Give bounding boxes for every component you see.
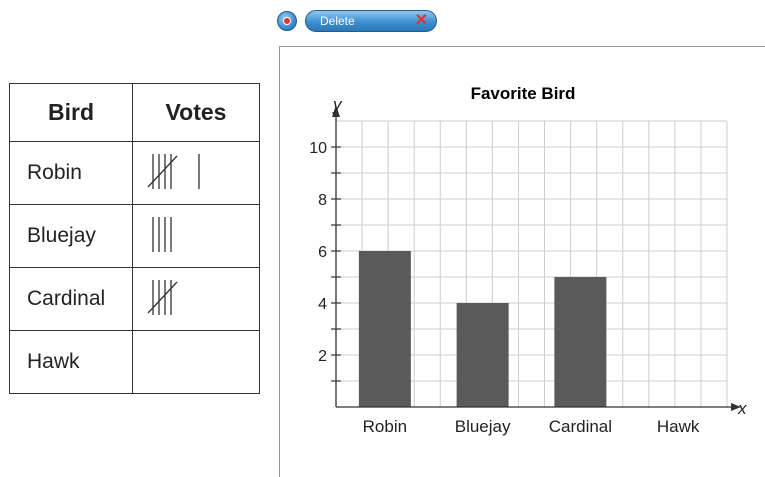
bar-chart: Favorite Bird Robin Bluejay Cardinal Hawk 2 4… bbox=[309, 84, 747, 436]
y-axis-arrow bbox=[332, 105, 340, 117]
bar-cardinal bbox=[554, 277, 607, 407]
chart-title: Favorite Bird bbox=[471, 84, 576, 103]
y-tick-label: 8 bbox=[318, 192, 327, 209]
votes-table: Bird Votes Robin Bluejay Cardinal Hawk bbox=[9, 83, 260, 394]
y-tick-label: 2 bbox=[318, 348, 327, 365]
tally-marks bbox=[133, 331, 259, 388]
x-tick-label: Cardinal bbox=[549, 417, 612, 436]
pin-dot bbox=[283, 17, 291, 25]
bird-name: Robin bbox=[9, 141, 133, 205]
chart-frame bbox=[279, 46, 765, 477]
y-tick-label: 4 bbox=[318, 296, 327, 313]
bird-name: Cardinal bbox=[9, 267, 133, 331]
tally-slash bbox=[147, 281, 178, 314]
table-row: Hawk bbox=[9, 330, 260, 394]
header-bird: Bird bbox=[9, 83, 133, 142]
table-row: Robin bbox=[9, 141, 260, 205]
chart-labels: Robin Bluejay Cardinal Hawk 2 4 6 8 10 y x bbox=[309, 95, 747, 436]
chart-axes bbox=[331, 105, 741, 411]
close-icon[interactable]: ✕ bbox=[414, 12, 428, 29]
x-tick-label: Bluejay bbox=[455, 417, 511, 436]
table-header-row: Bird Votes bbox=[9, 83, 260, 142]
tally-marks bbox=[147, 280, 178, 315]
tally-cell bbox=[132, 330, 260, 394]
table-row: Cardinal bbox=[9, 267, 260, 331]
x-tick-label: Hawk bbox=[657, 417, 700, 436]
tally-cell bbox=[132, 267, 260, 331]
pin-tool-icon[interactable] bbox=[277, 11, 297, 31]
x-axis-label: x bbox=[737, 399, 747, 418]
bird-name: Hawk bbox=[9, 330, 133, 394]
bird-name: Bluejay bbox=[9, 204, 133, 268]
tally-cell bbox=[132, 141, 260, 205]
bar-robin bbox=[358, 251, 411, 407]
x-tick-label: Robin bbox=[363, 417, 407, 436]
tally-slash bbox=[147, 155, 178, 188]
y-tick-label: 6 bbox=[318, 244, 327, 261]
delete-button-label: Delete bbox=[320, 14, 355, 28]
y-tick-label: 10 bbox=[309, 140, 327, 157]
tally-marks bbox=[152, 217, 172, 252]
delete-button[interactable]: Delete ✕ bbox=[305, 10, 437, 32]
tally-marks bbox=[147, 154, 200, 189]
chart-bars bbox=[358, 251, 607, 407]
x-axis-arrow bbox=[731, 403, 741, 411]
table-row: Bluejay bbox=[9, 204, 260, 268]
bar-bluejay bbox=[456, 303, 509, 407]
y-axis-label: y bbox=[332, 95, 343, 114]
tally-cell bbox=[132, 204, 260, 268]
header-votes: Votes bbox=[132, 83, 260, 142]
